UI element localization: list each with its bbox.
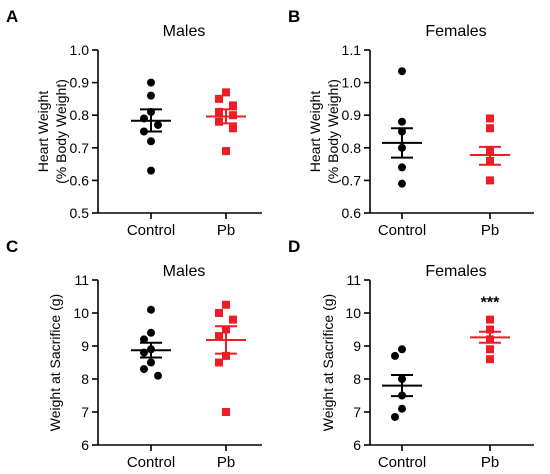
y-axis-label-line2: (% Body Weight) (53, 79, 69, 184)
panel-letter: D (288, 237, 300, 256)
y-tick-label: 0.7 (70, 140, 90, 156)
panel-title: Males (163, 23, 206, 40)
y-tick-label: 8 (81, 371, 89, 387)
panel-title: Males (163, 263, 206, 280)
y-axis-label-line2: (% Body Weight) (325, 79, 341, 184)
data-point-pb (222, 88, 230, 97)
y-tick-label: 11 (346, 272, 361, 288)
data-point-control (154, 120, 162, 129)
data-point-control (147, 78, 155, 87)
panel-c: C Males Weight at Sacrifice (g) 6 7 8 9 10 11 Con… (6, 237, 262, 471)
y-tick-label: 10 (73, 305, 89, 321)
y-tick-label: 0.8 (70, 107, 90, 123)
data-point-pb (486, 355, 494, 364)
data-point-control (398, 67, 406, 76)
y-tick-label: 0.5 (70, 205, 90, 221)
y-tick-label: 1.0 (342, 75, 362, 91)
data-point-control (140, 335, 148, 344)
y-tick-label: 8 (353, 371, 361, 387)
x-tick-label-control: Control (127, 454, 175, 471)
y-tick-label: 6 (81, 437, 89, 453)
panel-title: Females (425, 263, 486, 280)
panel-letter: A (6, 7, 18, 26)
data-point-pb (486, 124, 494, 133)
data-point-control (147, 91, 155, 100)
y-tick-label: 6 (353, 437, 361, 453)
data-point-pb (222, 147, 230, 156)
data-point-pb (215, 107, 223, 116)
data-point-control (398, 404, 406, 413)
significance-annotation: *** (481, 295, 500, 312)
y-tick-label: 10 (345, 305, 361, 321)
y-tick-label: 0.6 (70, 172, 90, 188)
panel-letter: B (288, 7, 300, 26)
panel-d: D Females Weight at Sacrifice (g) 6 7 8 9 10 11 C… (288, 237, 534, 471)
data-point-pb (229, 124, 237, 133)
data-point-pb (486, 325, 494, 334)
data-point-pb (229, 101, 237, 110)
y-tick-label: 1.0 (70, 42, 90, 58)
y-axis-label-line1: Heart Weight (35, 91, 51, 173)
data-point-control (147, 166, 155, 175)
y-tick-label: 0.9 (342, 107, 362, 123)
panel-a: A Males Heart Weight (% Body Weight) 0.5 0.6 0… (6, 7, 262, 239)
panel-letter: C (6, 237, 18, 256)
data-point-pb (215, 309, 223, 317)
x-tick-label-pb: Pb (217, 454, 235, 471)
data-point-pb (486, 315, 494, 324)
data-point-pb (229, 111, 237, 120)
y-axis-label: Weight at Sacrifice (g) (47, 294, 63, 431)
data-point-pb (215, 332, 223, 341)
y-axis-label-line1: Heart Weight (307, 91, 323, 173)
data-point-control (147, 358, 155, 367)
data-point-pb (215, 358, 223, 367)
x-tick-label-control: Control (378, 222, 426, 239)
data-point-control (147, 328, 155, 337)
data-point-pb (486, 176, 494, 185)
panel-title: Females (425, 23, 486, 40)
data-point-pb (222, 408, 230, 416)
x-tick-label-control: Control (127, 222, 175, 239)
data-point-pb (486, 345, 494, 354)
data-point-control (398, 179, 406, 188)
y-tick-label: 0.8 (342, 140, 362, 156)
data-point-control (391, 412, 399, 421)
data-point-pb (215, 117, 223, 126)
y-tick-label: 0.6 (342, 205, 362, 221)
data-point-control (147, 137, 155, 146)
data-point-control (398, 117, 406, 126)
data-point-control (147, 305, 155, 314)
x-tick-label-control: Control (378, 454, 426, 471)
y-tick-label: 11 (74, 272, 89, 288)
y-tick-label: 7 (81, 404, 89, 420)
data-point-pb (215, 94, 223, 103)
data-point-control (140, 365, 148, 374)
x-tick-label-pb: Pb (481, 222, 499, 239)
data-point-control (154, 371, 162, 380)
data-point-pb (222, 351, 230, 360)
panel-b: B Females Heart Weight (% Body Weight) 0.6 0.… (288, 7, 534, 239)
y-axis-label: Weight at Sacrifice (g) (320, 294, 336, 431)
data-point-pb (229, 315, 237, 324)
y-tick-label: 0.7 (342, 172, 362, 188)
y-tick-label: 0.9 (70, 75, 90, 91)
x-tick-label-pb: Pb (481, 454, 499, 471)
y-tick-label: 1.1 (342, 42, 362, 58)
y-tick-label: 9 (81, 338, 89, 354)
data-point-control (398, 345, 406, 354)
y-tick-label: 7 (353, 404, 361, 420)
x-tick-label-pb: Pb (217, 222, 235, 239)
data-point-control (398, 163, 406, 172)
data-point-pb (222, 300, 230, 309)
data-point-pb (486, 114, 494, 123)
y-tick-label: 9 (353, 338, 361, 354)
data-point-control (391, 351, 399, 360)
